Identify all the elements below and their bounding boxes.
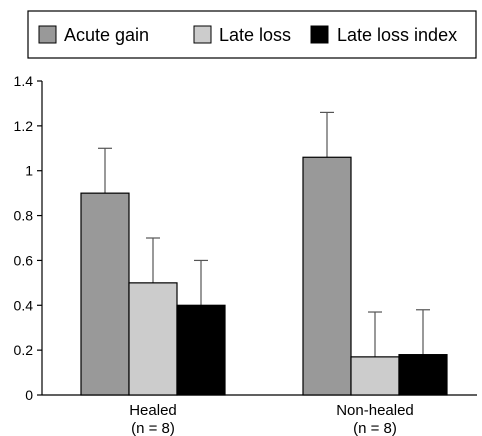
- category-label: Non-healed: [336, 402, 414, 419]
- bar: [302, 156, 352, 396]
- bars: [80, 111, 448, 396]
- category-labels: Healed(n = 8)Non-healed(n = 8): [129, 402, 414, 436]
- y-tick-label: 0.6: [14, 252, 34, 268]
- bar: [128, 282, 178, 396]
- legend: Acute gain Late loss Late loss index: [27, 10, 477, 59]
- y-tick-label: 0.2: [14, 342, 34, 358]
- bar: [176, 304, 226, 396]
- category-label: Healed: [129, 402, 177, 419]
- category-sublabel: (n = 8): [353, 420, 397, 436]
- bar: [398, 354, 448, 396]
- bar: [80, 192, 130, 396]
- y-tick-label: 0: [25, 387, 33, 403]
- category-sublabel: (n = 8): [131, 420, 175, 436]
- bar: [350, 356, 400, 396]
- legend-label: Late loss: [219, 25, 291, 45]
- legend-box: [27, 10, 477, 59]
- y-tick-label: 1: [25, 163, 33, 179]
- legend-swatch: [310, 25, 329, 44]
- y-tick-label: 0.8: [14, 208, 34, 224]
- y-tick-label: 0.4: [14, 297, 34, 313]
- y-tick-label: 1.4: [14, 73, 34, 89]
- legend-label: Acute gain: [64, 25, 149, 45]
- legend-swatch: [193, 25, 212, 44]
- y-tick-label: 1.2: [14, 118, 34, 134]
- legend-swatch: [38, 25, 57, 44]
- legend-label: Late loss index: [337, 25, 457, 45]
